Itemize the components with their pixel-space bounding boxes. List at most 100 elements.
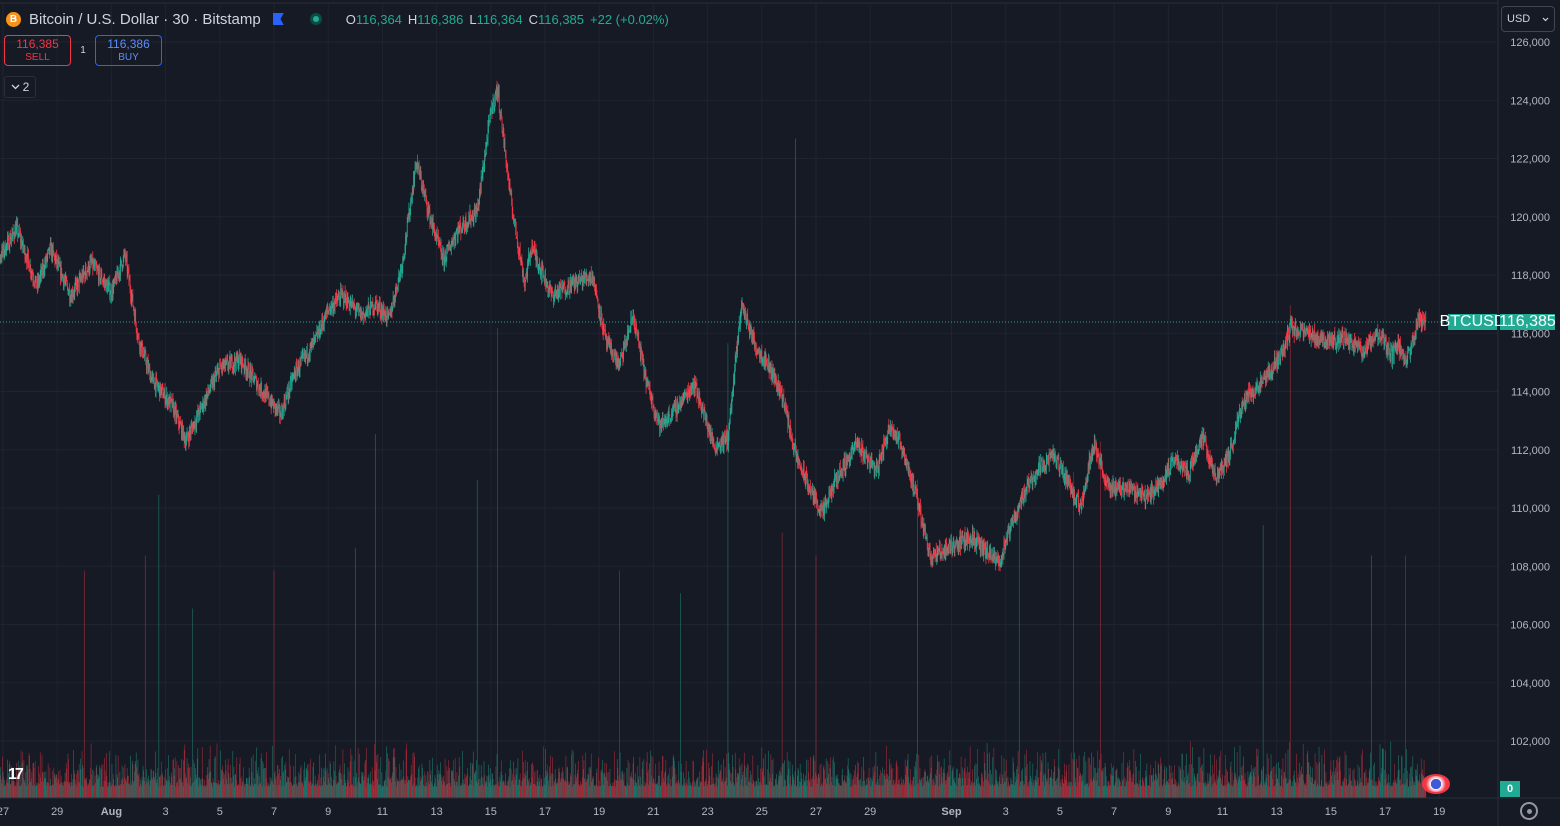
candle-body <box>351 300 352 308</box>
candle-body <box>220 366 222 368</box>
volume-bar <box>1324 782 1326 798</box>
volume-bar <box>976 764 978 798</box>
volume-bar <box>559 781 561 798</box>
volume-bar <box>42 772 44 798</box>
candle-body <box>379 303 380 307</box>
candle-body <box>119 271 120 277</box>
volume-bar <box>635 782 637 798</box>
volume-bar <box>229 784 230 798</box>
volume-bar <box>74 774 76 798</box>
volume-bar <box>1239 745 1241 798</box>
candle-body <box>618 364 620 368</box>
candle-body <box>116 269 118 283</box>
volume-bar <box>943 768 944 798</box>
candle-body <box>501 116 503 133</box>
candle-body <box>316 333 317 336</box>
volume-bar <box>526 770 528 798</box>
volume-bar <box>846 775 848 798</box>
candle-body <box>214 377 216 387</box>
volume-bar <box>708 768 710 798</box>
volume-bar <box>46 785 47 798</box>
volume-bar <box>524 773 526 798</box>
candle-body <box>657 418 659 420</box>
candle-body <box>269 402 270 404</box>
candle-body <box>311 341 313 344</box>
volume-bar <box>1086 784 1087 798</box>
volume-bar <box>565 755 567 798</box>
volume-bar <box>1194 776 1196 798</box>
candle-body <box>467 222 469 224</box>
volume-bar <box>67 753 69 798</box>
candle-body <box>341 291 343 293</box>
volume-bar <box>1002 774 1004 798</box>
volume-bar <box>344 763 345 798</box>
volume-bar <box>649 781 651 798</box>
candle-body <box>117 269 118 276</box>
volume-bar <box>1285 752 1287 798</box>
volume-bar <box>758 777 759 798</box>
volume-bar <box>1004 781 1005 798</box>
volume-bar <box>221 769 223 798</box>
volume-bar <box>1236 779 1237 798</box>
candle-body <box>63 277 64 286</box>
volume-bar <box>76 786 78 798</box>
volume-bar <box>446 783 448 798</box>
volume-bar <box>400 780 401 798</box>
volume-bar <box>848 769 850 798</box>
volume-bar <box>936 769 938 798</box>
candle-body <box>93 263 94 269</box>
volume-bar <box>777 784 778 798</box>
volume-bar <box>253 778 255 798</box>
volume-bar <box>1184 777 1186 798</box>
volume-bar <box>519 778 520 798</box>
candle-body <box>570 280 571 292</box>
volume-bar <box>146 769 147 798</box>
candle-body <box>22 239 24 245</box>
volume-bar <box>928 783 930 798</box>
candle-body <box>274 402 276 411</box>
volume-bar <box>1028 786 1030 798</box>
candle-body <box>227 359 229 367</box>
volume-bar <box>902 785 903 798</box>
volume-bar <box>224 784 226 798</box>
volume-bar <box>1393 780 1394 798</box>
volume-bar <box>78 763 80 798</box>
volume-bar <box>1349 781 1351 798</box>
candle-body <box>412 191 413 202</box>
volume-bar <box>432 757 433 798</box>
volume-bar <box>1305 783 1306 798</box>
volume-bar <box>916 783 918 798</box>
volume-bar <box>396 786 397 798</box>
candle-body <box>120 260 122 262</box>
candle-body <box>262 395 264 396</box>
candle-body <box>533 246 535 252</box>
candle-body <box>544 272 546 284</box>
volume-bar <box>751 783 753 798</box>
candle-body <box>662 419 664 423</box>
candle-body <box>209 391 210 393</box>
candle-body <box>251 372 252 380</box>
volume-bar <box>1068 785 1069 798</box>
candle-body <box>641 349 642 352</box>
candle-body <box>97 269 99 272</box>
volume-bar <box>866 784 868 798</box>
volume-bar <box>921 777 923 798</box>
volume-bar <box>1071 785 1073 798</box>
candle-body <box>453 237 455 246</box>
volume-bar <box>256 770 258 798</box>
candle-body <box>196 417 197 426</box>
volume-bar <box>1267 758 1269 798</box>
volume-bar <box>1197 781 1199 798</box>
volume-bar <box>1036 751 1038 798</box>
volume-bar <box>353 776 354 798</box>
volume-bar <box>81 785 82 798</box>
volume-bar <box>1389 786 1391 798</box>
candle-body <box>291 378 292 386</box>
candle-body <box>35 276 37 280</box>
candle-body <box>299 360 301 371</box>
volume-bar <box>162 785 164 798</box>
volume-bar <box>760 768 762 798</box>
volume-bar <box>753 782 755 798</box>
candle-body <box>476 209 478 213</box>
